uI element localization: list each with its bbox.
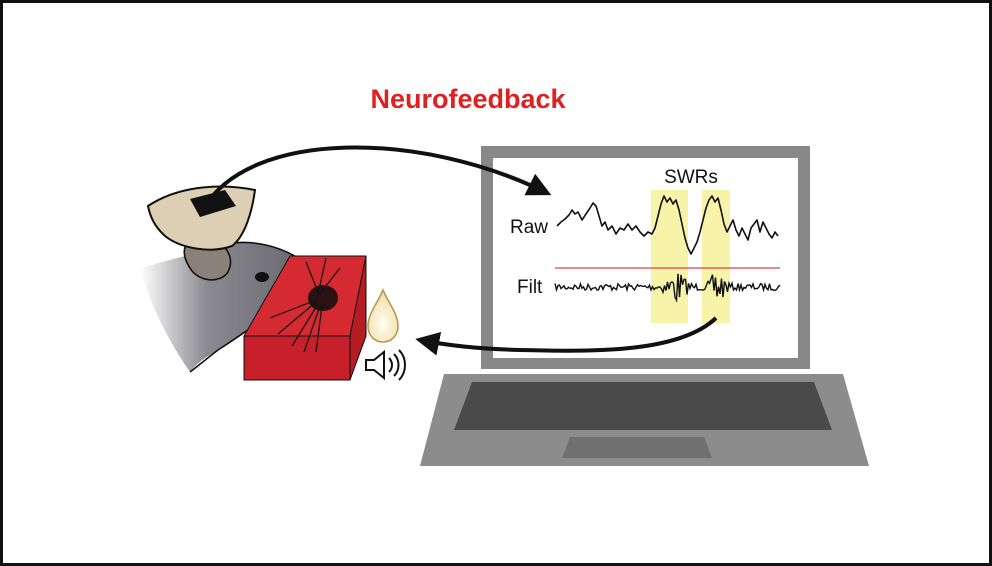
raw-label: Raw xyxy=(510,217,548,238)
port-front xyxy=(243,335,351,381)
swr-highlight-1 xyxy=(651,190,688,323)
implant-chip xyxy=(190,190,236,217)
speaker-icon xyxy=(365,349,406,381)
nose-poke-port-icon xyxy=(243,255,367,381)
mouse-eye xyxy=(255,272,269,282)
swr-highlight-2 xyxy=(702,190,730,323)
water-drop-icon xyxy=(367,287,399,343)
figure-title: Neurofeedback xyxy=(370,84,566,114)
filt-label: Filt xyxy=(517,277,543,298)
electrode-implant-icon xyxy=(146,185,257,251)
laptop-icon xyxy=(420,146,869,466)
filtered-trace xyxy=(554,273,781,303)
mouse-whiskers xyxy=(269,257,341,353)
arrow-to-mouse xyxy=(415,316,718,356)
laptop-keyboard xyxy=(454,382,832,430)
swrs-label: SWRs xyxy=(664,167,718,188)
port-hole xyxy=(308,285,338,311)
arrow-to-laptop xyxy=(202,145,552,210)
raw-trace xyxy=(556,195,779,255)
laptop-trackpad xyxy=(562,437,712,458)
